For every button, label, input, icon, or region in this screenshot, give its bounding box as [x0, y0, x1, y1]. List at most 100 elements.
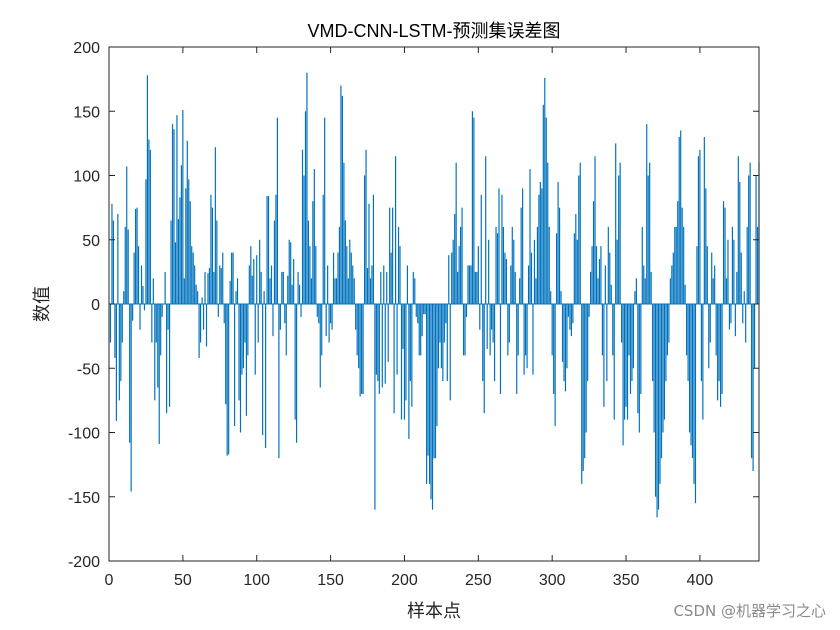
bar	[597, 278, 599, 304]
bar	[383, 265, 385, 304]
bar	[542, 104, 544, 304]
y-tick-label: 100	[73, 169, 100, 186]
bar	[666, 304, 668, 356]
bar	[377, 304, 379, 382]
bar	[445, 304, 447, 324]
bar	[720, 304, 722, 407]
bar	[742, 304, 744, 324]
bar	[495, 226, 497, 304]
bar	[573, 233, 575, 304]
bar	[177, 219, 180, 304]
bar	[421, 304, 423, 337]
bar	[231, 252, 233, 304]
bar	[222, 252, 224, 304]
bar	[650, 271, 652, 305]
bar	[626, 304, 629, 420]
bar	[183, 278, 185, 304]
bar	[322, 194, 324, 304]
bar	[392, 207, 394, 305]
bar	[644, 278, 646, 304]
bar	[588, 304, 590, 317]
bar	[598, 259, 601, 304]
bar	[451, 252, 453, 304]
bar	[180, 165, 182, 304]
bar	[411, 304, 413, 407]
bar	[185, 188, 187, 304]
bar	[683, 226, 685, 304]
bar	[634, 291, 636, 304]
bar	[123, 291, 125, 304]
bar	[275, 194, 277, 304]
bar	[204, 271, 206, 305]
bar	[680, 130, 682, 304]
bar	[115, 304, 117, 421]
bar	[315, 246, 317, 304]
bar	[434, 304, 437, 459]
bar	[130, 304, 132, 492]
bar	[547, 162, 549, 304]
bar	[505, 259, 507, 304]
bar	[514, 271, 516, 305]
bar	[592, 201, 595, 304]
bar	[752, 304, 754, 472]
bar	[635, 278, 637, 304]
bar	[146, 75, 148, 305]
bar	[201, 297, 203, 304]
bar	[346, 246, 348, 304]
bar	[740, 252, 742, 304]
bar	[446, 304, 448, 382]
bar	[517, 304, 519, 356]
bar	[439, 304, 441, 343]
bar	[288, 239, 290, 304]
bar	[643, 265, 645, 304]
y-tick-label: -100	[68, 426, 100, 443]
bar	[171, 124, 174, 304]
bar	[699, 149, 701, 304]
bar	[485, 156, 487, 304]
bar	[621, 304, 623, 343]
x-tick-label: 150	[317, 572, 344, 589]
bar	[174, 242, 177, 304]
bar	[296, 304, 298, 443]
bar	[363, 175, 366, 304]
bar	[730, 304, 732, 324]
bar	[736, 271, 738, 305]
bar	[575, 214, 577, 304]
bar	[749, 162, 751, 304]
bar	[254, 304, 256, 375]
bar	[226, 304, 228, 456]
bar	[139, 304, 141, 330]
bar	[427, 304, 429, 456]
bar	[127, 229, 129, 304]
bar	[362, 304, 364, 394]
bar	[513, 239, 515, 304]
bar	[631, 304, 633, 382]
bar	[270, 265, 273, 304]
bar	[148, 139, 150, 304]
bar	[257, 304, 259, 343]
bar	[725, 278, 728, 304]
bar	[310, 278, 312, 304]
bar	[705, 188, 707, 304]
bar	[529, 169, 531, 304]
bar	[359, 304, 361, 397]
bar	[195, 284, 197, 304]
bar	[655, 304, 657, 497]
bar	[356, 304, 358, 356]
bar	[387, 304, 389, 362]
bar	[397, 226, 400, 304]
bar	[641, 226, 643, 304]
bar	[718, 304, 720, 382]
bar	[756, 226, 759, 304]
bar	[753, 304, 756, 369]
bar	[711, 252, 713, 304]
bar	[691, 304, 694, 459]
bar	[623, 304, 626, 420]
bar	[287, 275, 289, 304]
bar	[625, 304, 627, 407]
bar	[236, 278, 239, 304]
bar	[442, 304, 444, 382]
bar	[340, 85, 342, 304]
bar	[259, 239, 261, 304]
bar	[498, 188, 500, 304]
